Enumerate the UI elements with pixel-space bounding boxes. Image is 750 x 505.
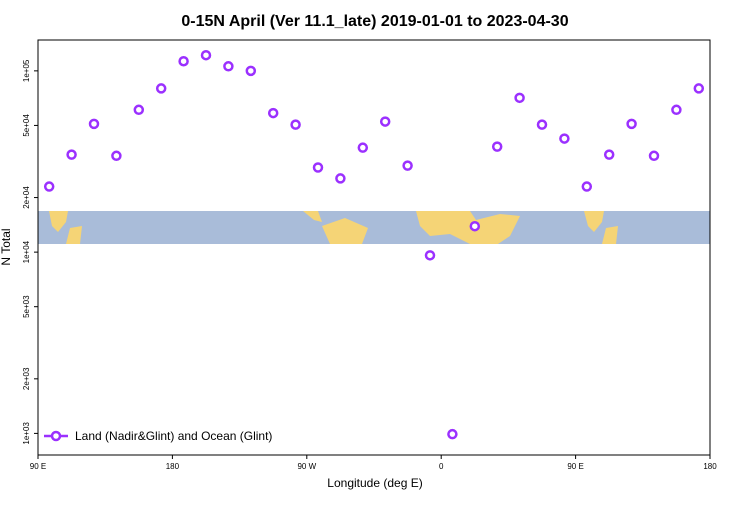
plot-frame bbox=[37, 39, 711, 456]
y-tick-label: 2e+04 bbox=[22, 186, 31, 209]
point bbox=[379, 116, 391, 127]
point bbox=[491, 141, 503, 152]
legend-label: Land (Nadir&Glint) and Ocean (Glint) bbox=[75, 429, 272, 443]
point bbox=[178, 55, 189, 67]
legend-marker bbox=[50, 430, 62, 442]
point bbox=[424, 250, 436, 261]
x-tick-label: 90 E bbox=[567, 462, 583, 471]
point bbox=[245, 65, 257, 77]
x-tick-label: 180 bbox=[703, 462, 717, 471]
point bbox=[357, 142, 369, 153]
point bbox=[559, 133, 570, 144]
y-tick-label: 5e+03 bbox=[22, 295, 31, 318]
point bbox=[603, 149, 615, 160]
y-tick-label: 5e+04 bbox=[22, 114, 31, 137]
point bbox=[536, 119, 548, 130]
point bbox=[200, 49, 212, 61]
point bbox=[111, 150, 122, 162]
land bbox=[49, 211, 68, 232]
y-tick-label: 1e+04 bbox=[22, 240, 31, 263]
point bbox=[43, 181, 55, 192]
point bbox=[514, 92, 525, 104]
point bbox=[693, 83, 705, 94]
point bbox=[626, 118, 637, 130]
point bbox=[312, 162, 324, 173]
map-band bbox=[38, 211, 710, 244]
y-tick-label: 2e+03 bbox=[22, 367, 31, 390]
land bbox=[416, 211, 520, 244]
point bbox=[155, 83, 167, 94]
point bbox=[469, 220, 481, 232]
point bbox=[447, 428, 458, 440]
land bbox=[303, 211, 322, 222]
land bbox=[584, 211, 604, 232]
land bbox=[322, 218, 368, 244]
land bbox=[66, 226, 82, 244]
x-tick-label: 0 bbox=[439, 462, 444, 471]
y-tick-label: 1e+05 bbox=[22, 59, 31, 82]
chart-title: 0-15N April (Ver 11.1_late) 2019-01-01 t… bbox=[181, 13, 568, 30]
point bbox=[133, 104, 145, 116]
y-tick-label: 1e+03 bbox=[22, 422, 31, 445]
x-tick-label: 90 W bbox=[297, 462, 316, 471]
point bbox=[88, 118, 100, 130]
point bbox=[581, 181, 593, 192]
x-tick-label: 90 E bbox=[30, 462, 46, 471]
x-axis-label: Longitude (deg E) bbox=[327, 476, 422, 490]
point bbox=[402, 160, 413, 171]
point bbox=[648, 150, 660, 162]
point bbox=[66, 149, 77, 160]
x-tick-label: 180 bbox=[166, 462, 180, 471]
point bbox=[223, 61, 234, 72]
point bbox=[671, 104, 682, 116]
land bbox=[602, 226, 618, 244]
point bbox=[335, 173, 346, 184]
point bbox=[290, 119, 301, 130]
y-axis-label: N Total bbox=[0, 228, 13, 265]
point bbox=[267, 107, 279, 119]
